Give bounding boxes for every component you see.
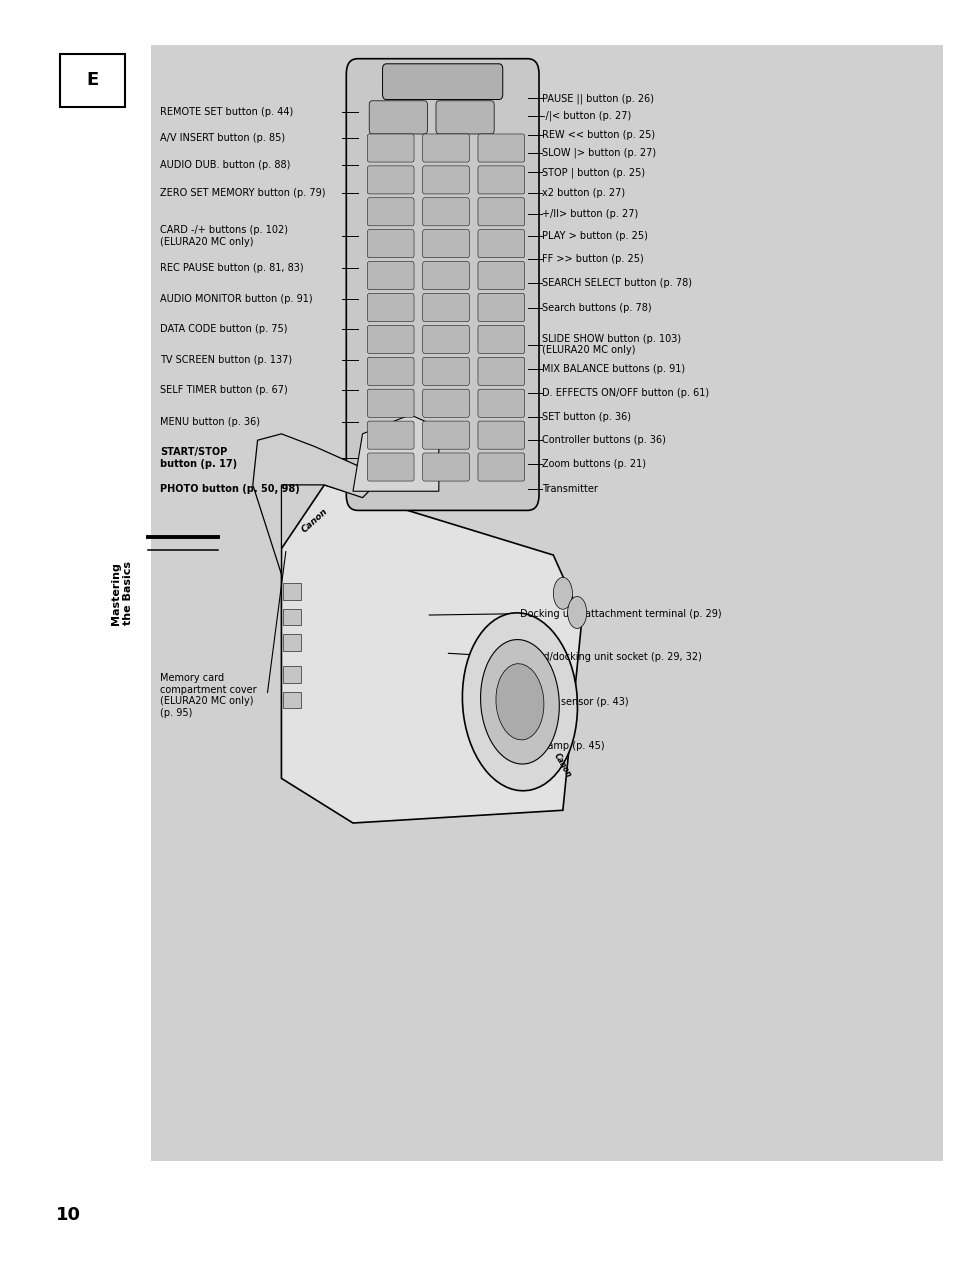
Polygon shape: [281, 485, 581, 823]
FancyBboxPatch shape: [367, 198, 414, 226]
Text: MENU button (p. 36): MENU button (p. 36): [160, 417, 260, 427]
Text: REC PAUSE button (p. 81, 83): REC PAUSE button (p. 81, 83): [160, 263, 304, 273]
Polygon shape: [353, 415, 438, 491]
FancyBboxPatch shape: [367, 325, 414, 353]
FancyBboxPatch shape: [477, 134, 524, 162]
FancyBboxPatch shape: [422, 230, 469, 258]
Text: SET button (p. 36): SET button (p. 36): [541, 412, 630, 422]
FancyBboxPatch shape: [382, 64, 502, 100]
Text: REW << button (p. 25): REW << button (p. 25): [541, 130, 655, 140]
Text: 10: 10: [56, 1206, 81, 1224]
FancyBboxPatch shape: [367, 134, 414, 162]
Ellipse shape: [567, 597, 586, 629]
Text: Controller buttons (p. 36): Controller buttons (p. 36): [541, 435, 665, 445]
FancyBboxPatch shape: [422, 453, 469, 481]
FancyBboxPatch shape: [367, 453, 414, 481]
Bar: [151, 45, 942, 1161]
Text: SLIDE SHOW button (p. 103)
(ELURA20 MC only): SLIDE SHOW button (p. 103) (ELURA20 MC o…: [541, 334, 680, 355]
Ellipse shape: [480, 639, 558, 764]
FancyBboxPatch shape: [367, 230, 414, 258]
Text: Mastering
the Basics: Mastering the Basics: [112, 561, 132, 625]
Text: REMOTE SET button (p. 44): REMOTE SET button (p. 44): [160, 107, 294, 117]
FancyBboxPatch shape: [422, 325, 469, 353]
Bar: [283, 609, 300, 625]
Text: Canon: Canon: [552, 752, 573, 780]
Text: STOP | button (p. 25): STOP | button (p. 25): [541, 167, 644, 177]
Text: MIX BALANCE buttons (p. 91): MIX BALANCE buttons (p. 91): [541, 364, 684, 374]
FancyBboxPatch shape: [422, 421, 469, 449]
Text: Memory card
compartment cover
(ELURA20 MC only)
(p. 95): Memory card compartment cover (ELURA20 M…: [160, 672, 256, 718]
Ellipse shape: [496, 664, 543, 740]
Text: START/STOP
button (p. 17): START/STOP button (p. 17): [160, 448, 237, 468]
FancyBboxPatch shape: [477, 166, 524, 194]
FancyBboxPatch shape: [477, 357, 524, 385]
FancyBboxPatch shape: [422, 357, 469, 385]
FancyBboxPatch shape: [422, 198, 469, 226]
Text: Zoom buttons (p. 21): Zoom buttons (p. 21): [541, 459, 645, 470]
Text: Remote sensor (p. 43): Remote sensor (p. 43): [519, 697, 628, 707]
FancyBboxPatch shape: [477, 230, 524, 258]
FancyBboxPatch shape: [367, 421, 414, 449]
Text: Tally lamp (p. 45): Tally lamp (p. 45): [519, 741, 604, 752]
FancyBboxPatch shape: [367, 262, 414, 290]
Text: Search buttons (p. 78): Search buttons (p. 78): [541, 302, 651, 313]
Text: PAUSE || button (p. 26): PAUSE || button (p. 26): [541, 93, 653, 103]
Polygon shape: [253, 434, 381, 574]
Text: SLOW |> button (p. 27): SLOW |> button (p. 27): [541, 148, 656, 158]
Text: D. EFFECTS ON/OFF button (p. 61): D. EFFECTS ON/OFF button (p. 61): [541, 388, 708, 398]
Text: +/II> button (p. 27): +/II> button (p. 27): [541, 209, 638, 219]
Bar: [283, 666, 300, 683]
FancyBboxPatch shape: [367, 357, 414, 385]
Text: -/|< button (p. 27): -/|< button (p. 27): [541, 111, 631, 121]
Bar: [283, 634, 300, 651]
Text: PHOTO button (p. 50, 98): PHOTO button (p. 50, 98): [160, 484, 299, 494]
FancyBboxPatch shape: [477, 293, 524, 322]
Bar: [283, 692, 300, 708]
Text: Canon: Canon: [300, 507, 329, 535]
Text: SEARCH SELECT button (p. 78): SEARCH SELECT button (p. 78): [541, 278, 691, 288]
Text: PLAY > button (p. 25): PLAY > button (p. 25): [541, 231, 647, 241]
FancyBboxPatch shape: [422, 389, 469, 417]
FancyBboxPatch shape: [477, 262, 524, 290]
Bar: [60, 54, 125, 107]
Text: ZERO SET MEMORY button (p. 79): ZERO SET MEMORY button (p. 79): [160, 188, 325, 198]
Text: TV SCREEN button (p. 137): TV SCREEN button (p. 137): [160, 355, 292, 365]
FancyBboxPatch shape: [477, 198, 524, 226]
Text: Transmitter: Transmitter: [541, 484, 598, 494]
FancyBboxPatch shape: [367, 293, 414, 322]
Ellipse shape: [553, 577, 572, 610]
Bar: [283, 583, 300, 600]
Text: Tripod/docking unit socket (p. 29, 32): Tripod/docking unit socket (p. 29, 32): [519, 652, 701, 662]
FancyBboxPatch shape: [477, 325, 524, 353]
FancyBboxPatch shape: [422, 293, 469, 322]
Text: AUDIO MONITOR button (p. 91): AUDIO MONITOR button (p. 91): [160, 293, 313, 304]
Text: DATA CODE button (p. 75): DATA CODE button (p. 75): [160, 324, 288, 334]
FancyBboxPatch shape: [422, 166, 469, 194]
Ellipse shape: [462, 612, 577, 791]
Text: SELF TIMER button (p. 67): SELF TIMER button (p. 67): [160, 385, 288, 396]
Text: E: E: [87, 71, 98, 89]
FancyBboxPatch shape: [367, 389, 414, 417]
FancyBboxPatch shape: [369, 101, 427, 134]
FancyBboxPatch shape: [436, 101, 494, 134]
FancyBboxPatch shape: [367, 166, 414, 194]
Text: AUDIO DUB. button (p. 88): AUDIO DUB. button (p. 88): [160, 160, 291, 170]
Text: Docking unit attachment terminal (p. 29): Docking unit attachment terminal (p. 29): [519, 609, 720, 619]
FancyBboxPatch shape: [477, 389, 524, 417]
FancyBboxPatch shape: [477, 421, 524, 449]
FancyBboxPatch shape: [422, 134, 469, 162]
FancyBboxPatch shape: [477, 453, 524, 481]
FancyBboxPatch shape: [422, 262, 469, 290]
Text: A/V INSERT button (p. 85): A/V INSERT button (p. 85): [160, 133, 285, 143]
FancyBboxPatch shape: [346, 59, 538, 510]
Text: x2 button (p. 27): x2 button (p. 27): [541, 188, 624, 198]
Text: CARD -/+ buttons (p. 102)
(ELURA20 MC only): CARD -/+ buttons (p. 102) (ELURA20 MC on…: [160, 226, 288, 246]
Text: FF >> button (p. 25): FF >> button (p. 25): [541, 254, 643, 264]
